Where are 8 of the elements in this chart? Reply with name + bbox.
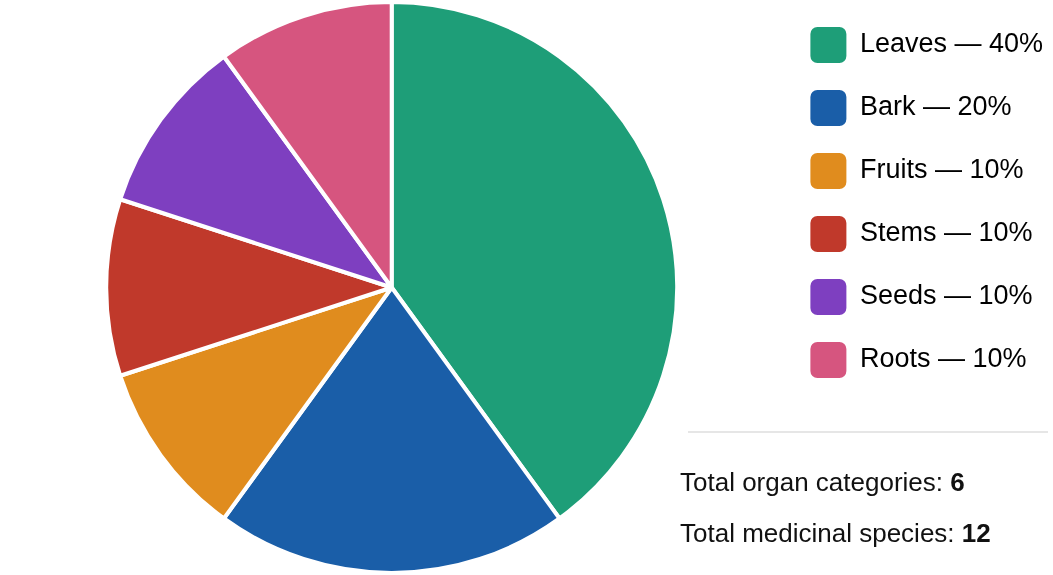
legend-label: Leaves — 40% <box>859 28 1043 59</box>
legend-label: Stems — 10% <box>859 217 1033 248</box>
text: Total organ categories: 6 <box>680 467 965 497</box>
legend-label: Seeds — 10% <box>859 280 1033 311</box>
legend-label: Fruits — 10% <box>859 154 1024 185</box>
legend-label: Roots — 10% <box>859 343 1027 374</box>
text: Total medicinal species: 12 <box>680 518 991 548</box>
legend-label: Bark — 20% <box>859 91 1012 122</box>
